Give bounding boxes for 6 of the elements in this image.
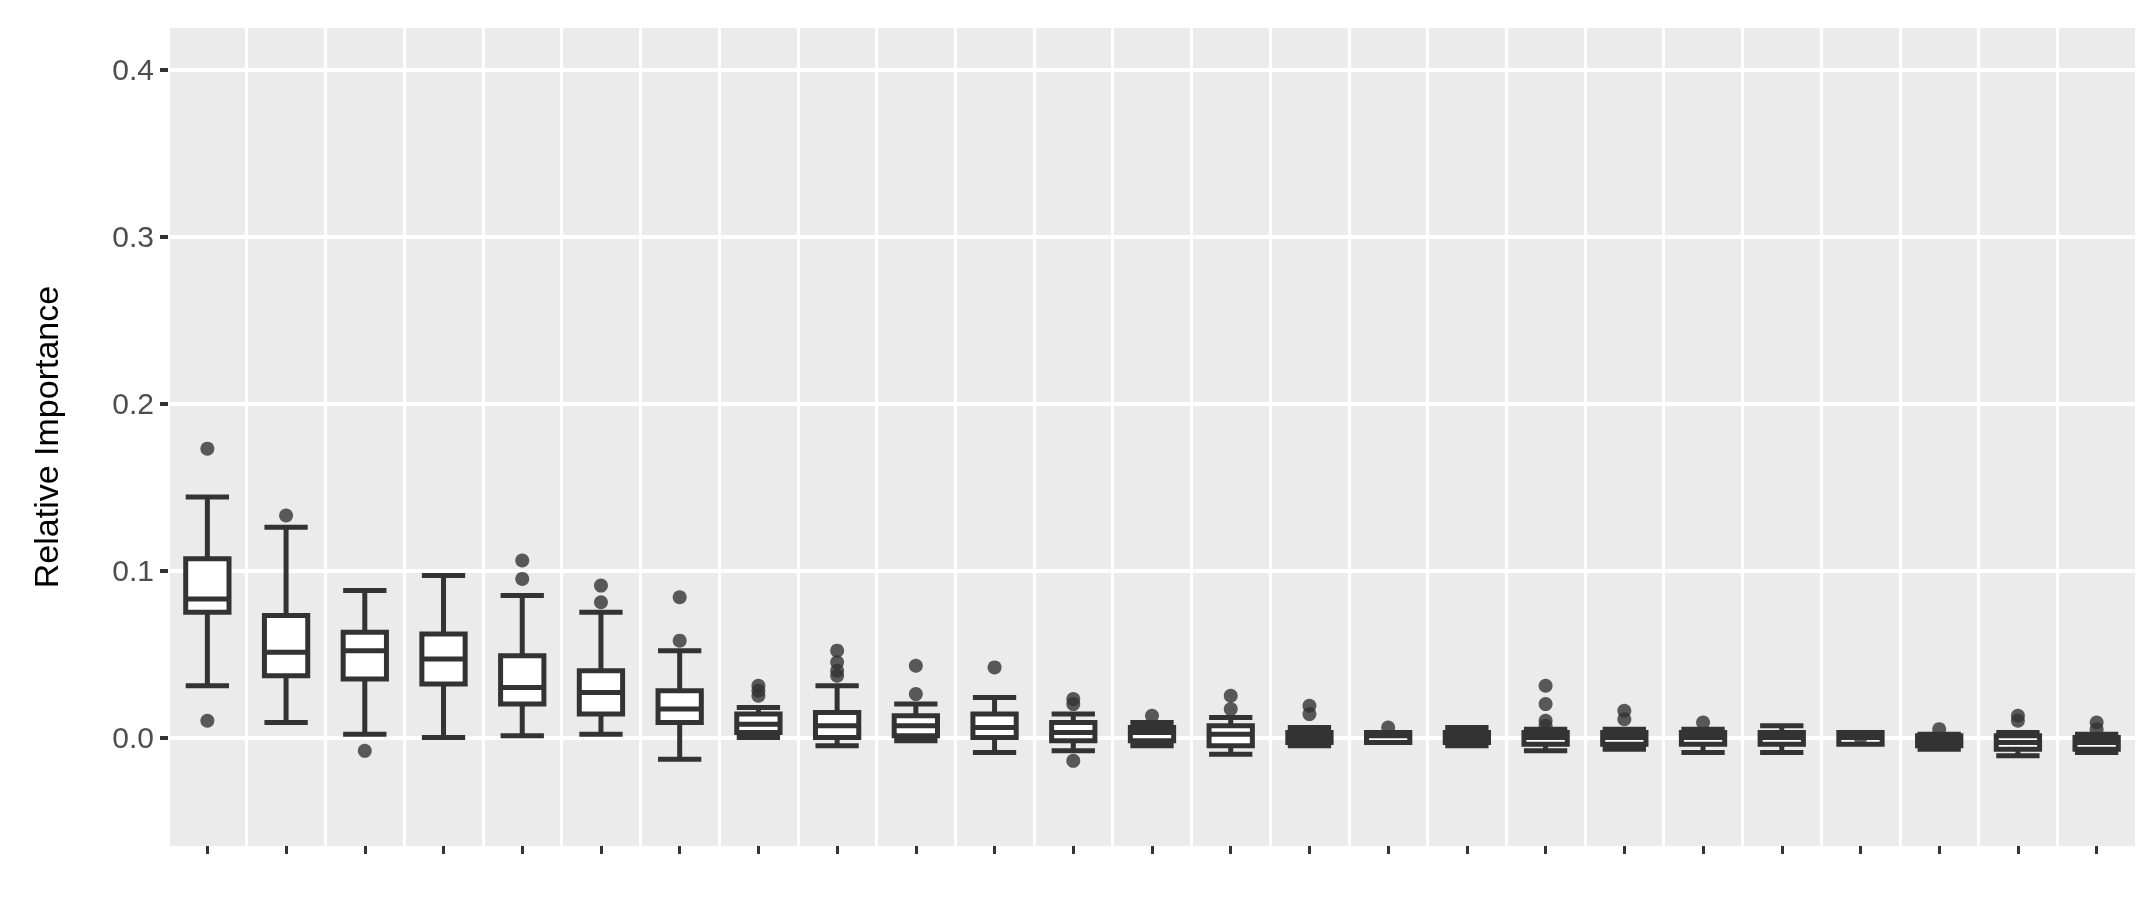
y-tick-label: 0.1 (112, 554, 154, 588)
y-tick-label: 0.2 (112, 387, 154, 421)
y-tick-label: 0.3 (112, 220, 154, 254)
y-tick-label: 0.4 (112, 53, 154, 87)
y-tick-label: 0.0 (112, 720, 154, 754)
y-axis-title: Relative Importance (27, 285, 65, 589)
